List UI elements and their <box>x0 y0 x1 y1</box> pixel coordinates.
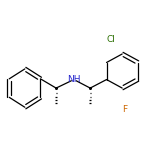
Text: F: F <box>122 105 127 114</box>
Text: Cl: Cl <box>107 35 115 44</box>
Text: NH: NH <box>67 75 81 84</box>
